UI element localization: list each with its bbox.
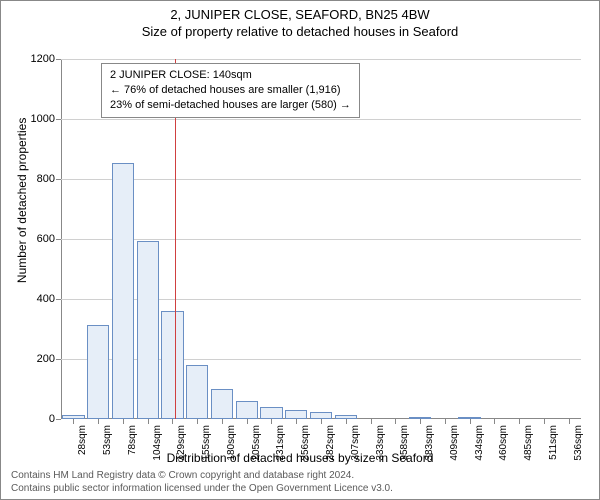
histogram-bar	[137, 241, 159, 420]
x-axis-title: Distribution of detached houses by size …	[1, 451, 599, 465]
x-tick	[519, 419, 520, 424]
x-tick	[346, 419, 347, 424]
footnote-line2: Contains public sector information licen…	[11, 483, 393, 496]
y-tick-label: 1000	[31, 113, 61, 125]
histogram-bar	[87, 325, 109, 420]
histogram-bar	[161, 311, 183, 419]
histogram-bar	[112, 163, 134, 420]
info-box: 2 JUNIPER CLOSE: 140sqm← 76% of detached…	[101, 63, 360, 118]
x-tick	[98, 419, 99, 424]
x-tick	[420, 419, 421, 424]
histogram-bar	[260, 407, 282, 419]
histogram-bar	[211, 389, 233, 419]
grid-line	[61, 179, 581, 180]
chart-container: 2, JUNIPER CLOSE, SEAFORD, BN25 4BW Size…	[0, 0, 600, 500]
y-tick-label: 800	[37, 173, 61, 185]
x-tick	[470, 419, 471, 424]
histogram-bar	[186, 365, 208, 419]
x-tick	[222, 419, 223, 424]
x-tick	[445, 419, 446, 424]
plot-area: 02004006008001000120028sqm53sqm78sqm104s…	[61, 59, 581, 419]
footnote: Contains HM Land Registry data © Crown c…	[11, 470, 393, 495]
info-box-line: 2 JUNIPER CLOSE: 140sqm	[110, 68, 351, 83]
x-tick	[296, 419, 297, 424]
footnote-line1: Contains HM Land Registry data © Crown c…	[11, 470, 393, 483]
grid-line	[61, 59, 581, 60]
histogram-bar	[310, 412, 332, 420]
x-tick	[271, 419, 272, 424]
y-tick-label: 600	[37, 233, 61, 245]
grid-line	[61, 119, 581, 120]
x-tick	[544, 419, 545, 424]
x-tick	[321, 419, 322, 424]
x-tick	[247, 419, 248, 424]
title-sub: Size of property relative to detached ho…	[1, 24, 599, 39]
y-axis-title: Number of detached properties	[15, 118, 29, 283]
y-tick-label: 1200	[31, 53, 61, 65]
x-tick	[197, 419, 198, 424]
x-tick	[172, 419, 173, 424]
y-tick-label: 400	[37, 293, 61, 305]
x-tick	[148, 419, 149, 424]
info-box-line: ← 76% of detached houses are smaller (1,…	[110, 83, 351, 98]
histogram-bar	[285, 410, 307, 419]
title-main: 2, JUNIPER CLOSE, SEAFORD, BN25 4BW	[1, 7, 599, 22]
x-tick	[395, 419, 396, 424]
x-tick	[494, 419, 495, 424]
x-tick	[73, 419, 74, 424]
x-tick	[569, 419, 570, 424]
histogram-bar	[236, 401, 258, 419]
x-tick	[123, 419, 124, 424]
y-tick-label: 0	[49, 413, 61, 425]
x-tick	[371, 419, 372, 424]
info-box-line: 23% of semi-detached houses are larger (…	[110, 98, 351, 113]
y-tick-label: 200	[37, 353, 61, 365]
